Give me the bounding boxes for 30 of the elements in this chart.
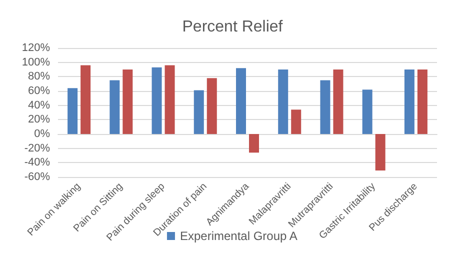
- y-tick-label: -40%: [24, 156, 50, 169]
- y-tick-label: 20%: [28, 114, 50, 126]
- bar: [194, 90, 204, 134]
- bar: [375, 134, 386, 171]
- bar: [333, 70, 344, 134]
- y-tick-label: 60%: [28, 85, 50, 97]
- bar: [249, 134, 259, 153]
- y-tick-label: 100%: [22, 56, 50, 68]
- y-tick-label: -20%: [24, 142, 50, 154]
- bar: [320, 80, 330, 134]
- bar: [122, 70, 133, 134]
- bar: [291, 110, 302, 134]
- legend-label: Experimental Group A: [180, 229, 298, 243]
- bar: [362, 90, 372, 134]
- bar: [278, 70, 288, 134]
- y-tick-label: 40%: [28, 99, 50, 112]
- bar: [110, 80, 120, 134]
- chart-title: Percent Relief: [182, 18, 284, 36]
- bar: [152, 67, 162, 134]
- bar: [164, 65, 175, 134]
- y-tick-label: 120%: [22, 42, 50, 54]
- bar: [404, 70, 414, 134]
- bar: [206, 78, 217, 134]
- bar: [417, 70, 428, 134]
- y-tick-label: 80%: [28, 70, 50, 83]
- bar: [80, 65, 91, 134]
- bar: [236, 68, 246, 134]
- bar: [68, 88, 78, 134]
- y-tick-label: -60%: [24, 171, 50, 183]
- y-tick-label: 0%: [34, 128, 50, 140]
